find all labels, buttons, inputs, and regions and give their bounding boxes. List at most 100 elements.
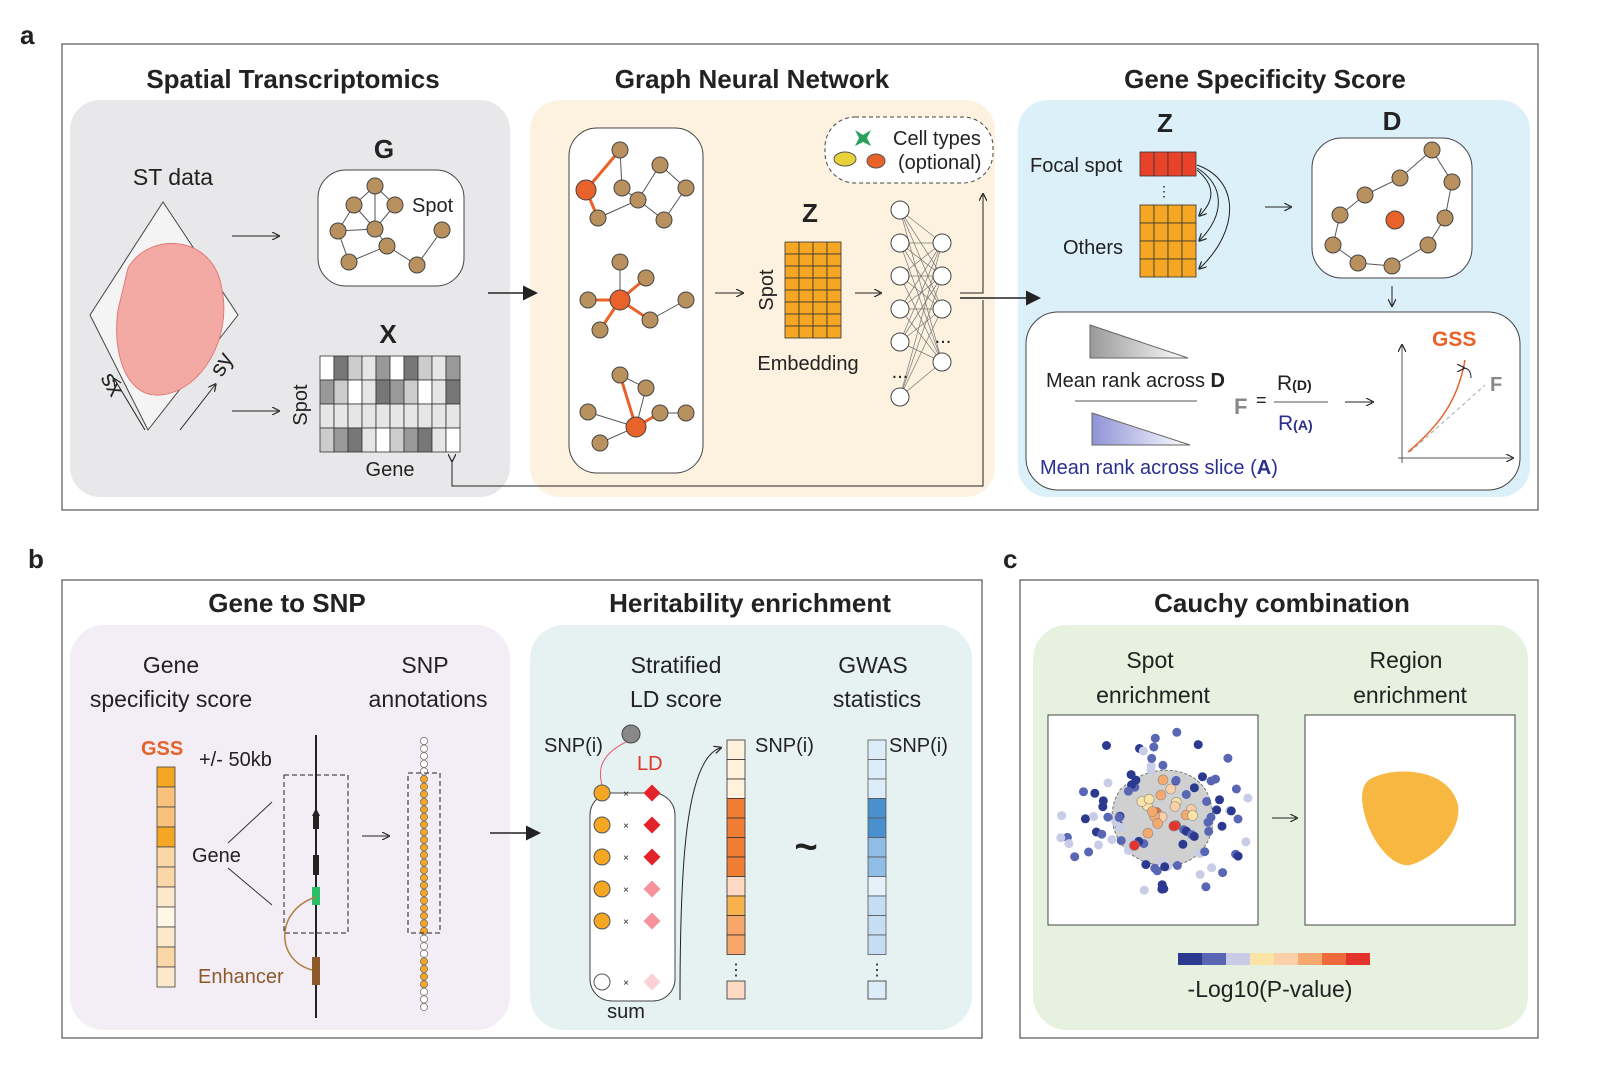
enriched-region [1362,771,1459,866]
spot [1090,788,1100,798]
snp-i-label-3: SNP(i) [889,735,948,757]
enriched-spot [1168,820,1180,832]
spot [1226,806,1236,816]
colorbar [1178,953,1370,965]
tissue-slide [89,201,239,431]
graph-node [340,253,358,271]
enriched-spot [1187,810,1198,821]
snp-dot [420,995,428,1004]
sy-axis [179,385,215,431]
focal-others-matrix: ⋮ [1139,151,1197,278]
snp-dot [420,949,428,958]
z-label: Z [802,198,818,228]
nn-edge [899,242,943,398]
times-sign: × [623,978,629,989]
matrix-cell [375,403,391,429]
gwas-col-title-2: statistics [833,686,921,712]
ld-diamond [643,848,661,866]
nn-edge [899,242,943,363]
matrix-cell [826,325,842,339]
spot [1160,862,1170,872]
ld-score-cell [726,915,746,936]
panel-c-label: c [1003,544,1017,574]
feedback-arrow [452,300,984,487]
nn-node [932,352,952,372]
spot-enrich-2: enrichment [1096,682,1210,708]
spot [1159,884,1169,894]
ld-link [599,741,627,786]
matrix-cell [798,265,814,279]
snp-dot [420,934,428,943]
neural-network [890,200,952,407]
matrix-cell [784,277,800,291]
gene-to-snp-title: Gene to SNP [208,588,365,618]
spot [1195,870,1205,879]
colorbar-swatch [1346,953,1370,965]
snp-dot [420,858,428,867]
ld-score-cell [726,876,746,897]
spot [1149,742,1159,752]
matrix-cell [1181,240,1197,260]
gwas-cell [867,817,887,838]
nn-node [890,200,910,220]
ld-score-column: ⋮ [726,739,746,1000]
matrix-cell [826,313,842,327]
snp-dot [420,737,428,745]
region-enrich-1: Region [1370,647,1443,673]
snp-dot [420,972,428,981]
matrix-cell [1153,240,1169,260]
vertical-ellipsis: ⋮ [1157,183,1171,199]
matrix-cell [417,355,433,381]
enhancer-label: Enhancer [198,966,284,988]
ld-score-cell [726,934,746,955]
snp-dot [420,797,428,806]
snp-i-label-1: SNP(i) [544,735,603,757]
matrix-cell [812,289,828,303]
spot [1097,829,1107,839]
matrix-cell [361,355,377,381]
graph-node [641,311,659,329]
spot [1098,802,1108,812]
matrix-cell [1139,204,1155,224]
colorbar-swatch [1250,953,1274,965]
spot [1131,775,1141,785]
spot [1094,840,1103,850]
matrix-cell [826,265,842,279]
embedding-label: Embedding [757,353,858,375]
spot [1139,885,1149,895]
nn-node [932,233,952,253]
graph-node [1356,186,1374,204]
snp-dot [420,782,428,791]
gene-pointer-1 [227,801,273,844]
gwas-cell [867,856,887,877]
matrix-cell [403,379,419,405]
matrix-cell [361,403,377,429]
snp-dot [420,987,428,996]
cell-icons [833,130,886,169]
graph-node [637,269,655,287]
r-d: R(D) [1277,372,1312,395]
snp-col-title-1: SNP [401,652,448,678]
spot [1218,868,1228,878]
colorbar-swatch [1322,953,1346,965]
spot [1070,852,1080,862]
snp-dot [420,1003,428,1011]
matrix-cell [812,325,828,339]
ld-score-cell [726,739,746,760]
graph-node [613,179,631,197]
panel-a-frame [61,43,1539,511]
graph-node [1436,209,1454,227]
panel-a-label: a [20,20,35,50]
graph-node [591,434,609,452]
graph-node [609,289,631,311]
ld-score-cell [726,759,746,780]
spot [1243,793,1253,803]
matrix-cell [1153,222,1169,242]
ld-diamond [643,816,661,834]
snp-i-node [621,724,641,744]
nn-edge [899,242,943,343]
ld-score-cell [726,895,746,916]
x-gene-axis: Gene [366,459,415,481]
panel-b-frame [61,579,983,1039]
spot [1202,797,1212,806]
